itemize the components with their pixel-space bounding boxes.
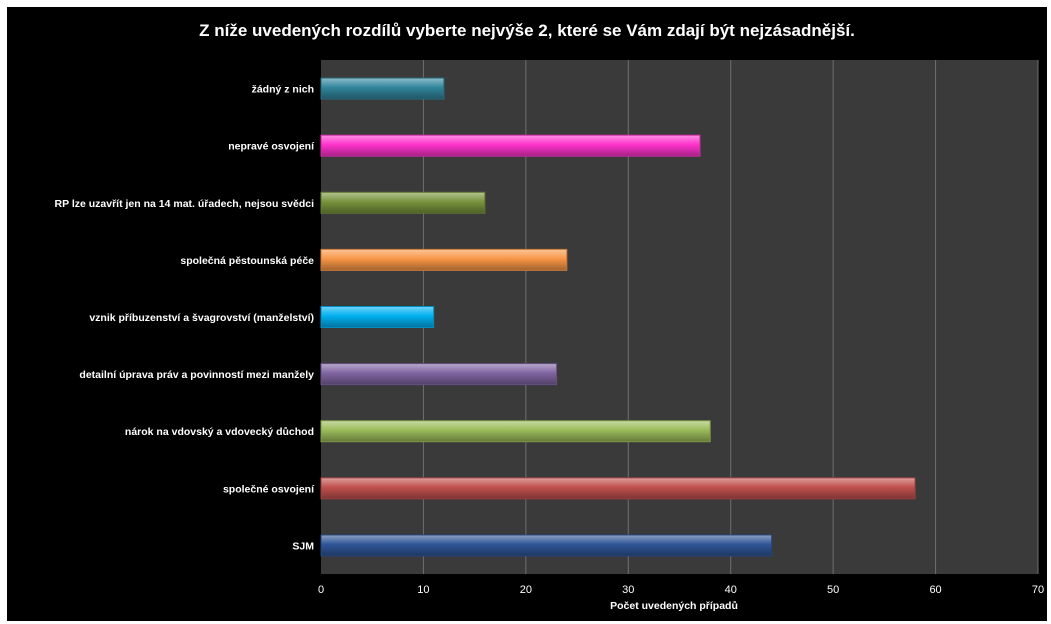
x-tick-label: 30 bbox=[622, 584, 634, 596]
x-tick-label: 40 bbox=[725, 584, 737, 596]
x-tick-labels: 0 10 20 30 40 50 60 70 bbox=[318, 584, 1044, 596]
bar bbox=[320, 77, 445, 100]
chart-title: Z níže uvedených rozdílů vyberte nejvýše… bbox=[199, 21, 855, 40]
x-tick-label: 70 bbox=[1032, 584, 1044, 596]
category-label: společné osvojení bbox=[223, 483, 315, 495]
category-labels: SJM společné osvojení nárok na vdovský a v… bbox=[55, 84, 316, 553]
bar bbox=[320, 248, 568, 271]
x-tick-label: 0 bbox=[318, 584, 324, 596]
bar bbox=[320, 477, 916, 500]
bars bbox=[320, 77, 916, 557]
bar bbox=[320, 363, 558, 386]
chart-frame: Z níže uvedených rozdílů vyberte nejvýše… bbox=[7, 7, 1047, 621]
category-label: žádný z nich bbox=[252, 84, 314, 96]
bar bbox=[320, 420, 711, 443]
x-axis-title: Počet uvedených případů bbox=[610, 600, 738, 612]
category-label: RP lze uzavřít jen na 14 mat. úřadech, n… bbox=[55, 198, 315, 210]
category-label: nepravé osvojení bbox=[228, 141, 315, 153]
category-label: nárok na vdovský a vdovecký důchod bbox=[125, 426, 314, 438]
category-label: detailní úprava práv a povinností mezi m… bbox=[79, 369, 314, 381]
bar bbox=[320, 191, 486, 214]
bar bbox=[320, 306, 435, 328]
category-label: vznik příbuzenství a švagrovství (manžel… bbox=[89, 312, 314, 324]
bar bbox=[320, 534, 773, 557]
x-tick-label: 10 bbox=[417, 584, 429, 596]
x-tick-label: 60 bbox=[929, 584, 941, 596]
category-label: společná pěstounská péče bbox=[180, 255, 314, 267]
bar bbox=[320, 134, 701, 157]
bar-chart: Z níže uvedených rozdílů vyberte nejvýše… bbox=[55, 21, 1045, 612]
x-tick-label: 20 bbox=[520, 584, 532, 596]
category-label: SJM bbox=[292, 540, 314, 552]
x-tick-label: 50 bbox=[827, 584, 839, 596]
